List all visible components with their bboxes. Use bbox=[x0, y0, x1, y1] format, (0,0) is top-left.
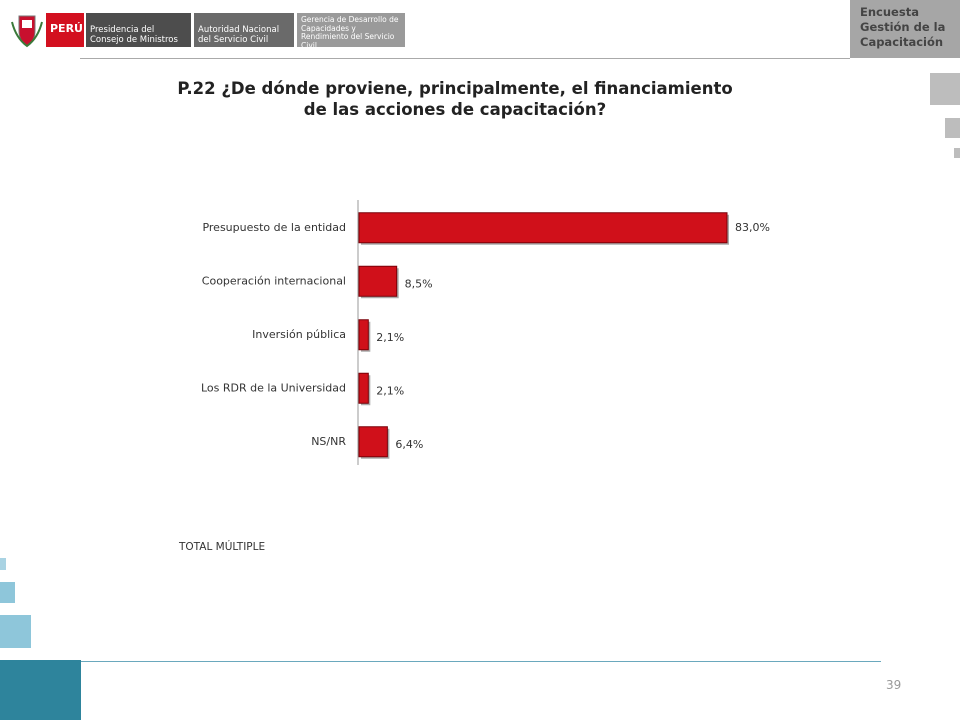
decor bbox=[930, 73, 960, 105]
decor bbox=[0, 615, 31, 648]
coat-of-arms bbox=[11, 15, 43, 48]
category-label: Inversión pública bbox=[252, 328, 346, 341]
decor bbox=[0, 558, 6, 570]
category-label: Los RDR de la Universidad bbox=[201, 381, 346, 394]
decor bbox=[954, 148, 960, 158]
value-label: 83,0% bbox=[735, 221, 770, 234]
page-number: 39 bbox=[886, 678, 902, 692]
note: TOTAL MÚLTIPLE bbox=[179, 541, 266, 553]
category-label: NS/NR bbox=[311, 435, 346, 448]
value-label: 2,1% bbox=[376, 331, 404, 344]
bar bbox=[358, 265, 398, 297]
bar bbox=[358, 212, 728, 244]
survey-label: Encuesta Gestión de la Capacitación bbox=[850, 0, 960, 58]
chart-title: P.22 ¿De dónde proviene, principalmente,… bbox=[177, 79, 733, 119]
bar bbox=[358, 426, 388, 458]
country-box: PERÚ bbox=[46, 13, 84, 47]
decor bbox=[0, 582, 15, 603]
bar bbox=[358, 372, 369, 404]
bar bbox=[358, 319, 369, 351]
entity-box: Gerencia de Desarrollo de Capacidades y … bbox=[297, 13, 405, 49]
entity-box: Presidencia del Consejo de Ministros bbox=[86, 13, 191, 47]
value-label: 6,4% bbox=[395, 438, 423, 451]
category-label: Presupuesto de la entidad bbox=[202, 221, 346, 234]
footer-rule bbox=[81, 661, 881, 662]
entity-box: Autoridad Nacional del Servicio Civil bbox=[194, 13, 294, 47]
header-rule bbox=[80, 58, 850, 59]
value-label: 8,5% bbox=[405, 277, 433, 290]
category-label: Cooperación internacional bbox=[202, 274, 346, 287]
decor bbox=[945, 118, 960, 138]
decor bbox=[0, 660, 81, 720]
value-label: 2,1% bbox=[376, 384, 404, 397]
